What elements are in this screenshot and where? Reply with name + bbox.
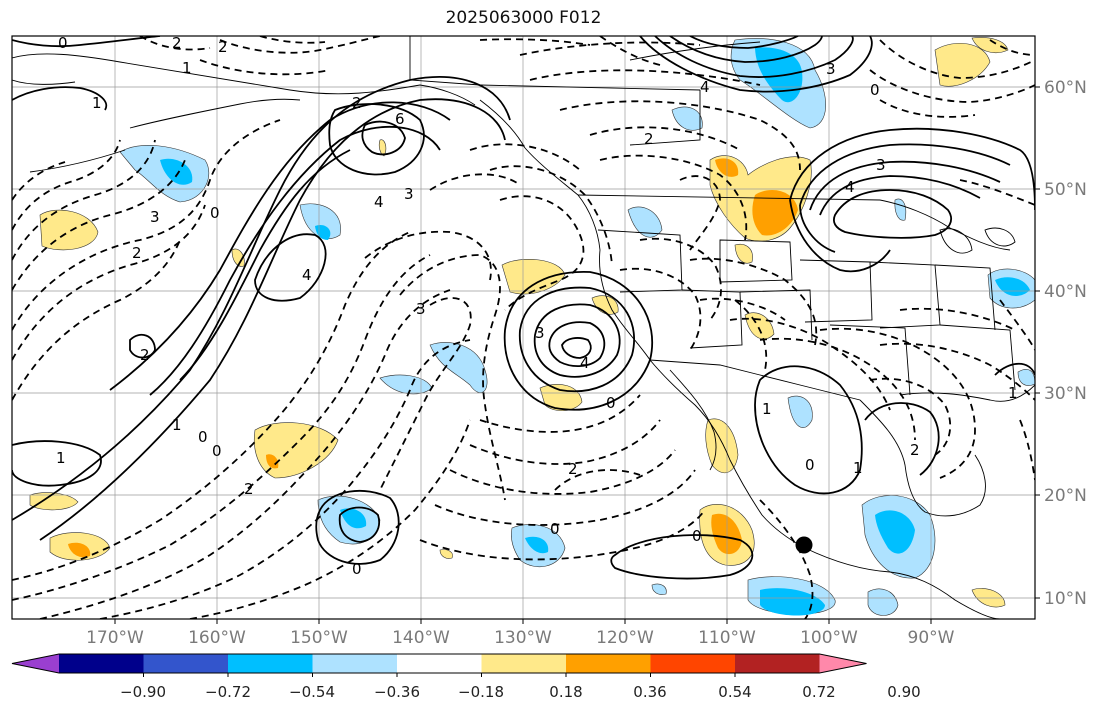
colorbar-extend-high [819,654,867,673]
contour-label: 1 [182,59,192,77]
contour-label: 2 [244,480,254,498]
contour-label: 0 [805,456,815,474]
latitude-labels: 60°N 50°N 40°N 30°N 20°N 10°N [1044,78,1087,609]
contour-label: 4 [374,193,384,211]
lon-label: 110°W [698,628,756,648]
longitude-labels: 170°W 160°W 150°W 140°W 130°W 120°W 110°… [86,628,955,648]
contours-negative [12,36,1035,619]
contour-labels: 0 2 2 1 1 6 4 3 4 2 3 0 2 2 3 4 0 1 0 0 … [56,34,1018,578]
colorbar-segment [143,654,229,673]
contour-label: 0 [606,394,616,412]
lon-label: 170°W [86,628,144,648]
contour-label: 0 [352,560,362,578]
colorbar-labels: −0.90 −0.72 −0.54 −0.36 −0.18 0.18 0.36 … [120,683,921,701]
contour-label: 2 [352,94,362,112]
colorbar-tick-label: −0.18 [458,683,504,701]
colorbar-segment [59,654,144,673]
contour-label: 3 [876,156,886,174]
location-marker [795,536,813,554]
contour-label: 2 [172,34,182,52]
colorbar-tick-label: 0.36 [633,683,666,701]
colorbar-segment [650,654,736,673]
colorbar-tick-label: −0.36 [374,683,420,701]
contour-label: 2 [644,130,654,148]
contour-label: 2 [910,441,920,459]
colorbar-tick-label: −0.90 [120,683,166,701]
contour-label: 0 [212,442,222,460]
map-title: 2025063000 F012 [445,8,602,28]
contour-label: 3 [404,185,414,203]
contour-label: 2 [132,244,142,262]
contour-label: 4 [845,178,855,196]
contour-label: 0 [692,527,702,545]
contours-positive [12,36,1035,580]
contour-label: 1 [1008,384,1018,402]
coastlines [12,36,1035,619]
contour-label: 0 [870,81,880,99]
contour-label: 1 [853,459,863,477]
lon-label: 160°W [188,628,246,648]
colorbar-segment [566,654,651,673]
colorbar-segment [228,654,313,673]
contour-label: 1 [172,416,182,434]
contour-label: 6 [395,110,405,128]
contour-label: 3 [535,324,545,342]
lat-label: 60°N [1044,78,1087,98]
lon-label: 150°W [290,628,348,648]
colorbar-tick-label: 0.72 [802,683,835,701]
lat-label: 50°N [1044,180,1087,200]
contour-label: 4 [302,266,312,284]
axis-ticks [114,86,1040,624]
contour-label: 1 [92,94,102,112]
lon-label: 130°W [494,628,552,648]
colorbar-extend-low [12,654,59,673]
contour-label: 3 [150,208,160,226]
colorbar-segment [312,654,398,673]
lat-label: 40°N [1044,282,1087,302]
colorbar-outline [11,653,867,674]
contour-label: 0 [210,204,220,222]
colorbar-tick-label: −0.54 [289,683,335,701]
contour-label: 3 [416,300,426,318]
colorbar-tick-label: −0.72 [205,683,251,701]
lat-label: 10°N [1044,589,1087,609]
colorbar-tick-label: 0.54 [718,683,751,701]
contour-label: 1 [762,400,772,418]
lon-label: 120°W [596,628,654,648]
colorbar-segment [481,654,567,673]
contour-label: 4 [580,354,590,372]
contour-label: 2 [218,38,228,56]
colorbar-segment [397,654,482,673]
contour-label: 0 [550,520,560,538]
contour-label: 3 [826,60,836,78]
lon-label: 90°W [908,628,955,648]
contour-label: 4 [700,78,710,96]
lon-label: 100°W [800,628,858,648]
contour-label: 2 [568,460,578,478]
lon-label: 140°W [392,628,450,648]
colorbar-tick-label: 0.90 [887,683,920,701]
colorbar [11,653,867,677]
contour-label: 0 [58,34,68,52]
colorbar-tick-label: 0.18 [549,683,582,701]
contour-label: 2 [140,346,150,364]
lat-label: 20°N [1044,486,1087,506]
colorbar-segment [735,654,820,673]
contour-label: 1 [56,449,66,467]
lat-label: 30°N [1044,384,1087,404]
contour-label: 0 [198,428,208,446]
